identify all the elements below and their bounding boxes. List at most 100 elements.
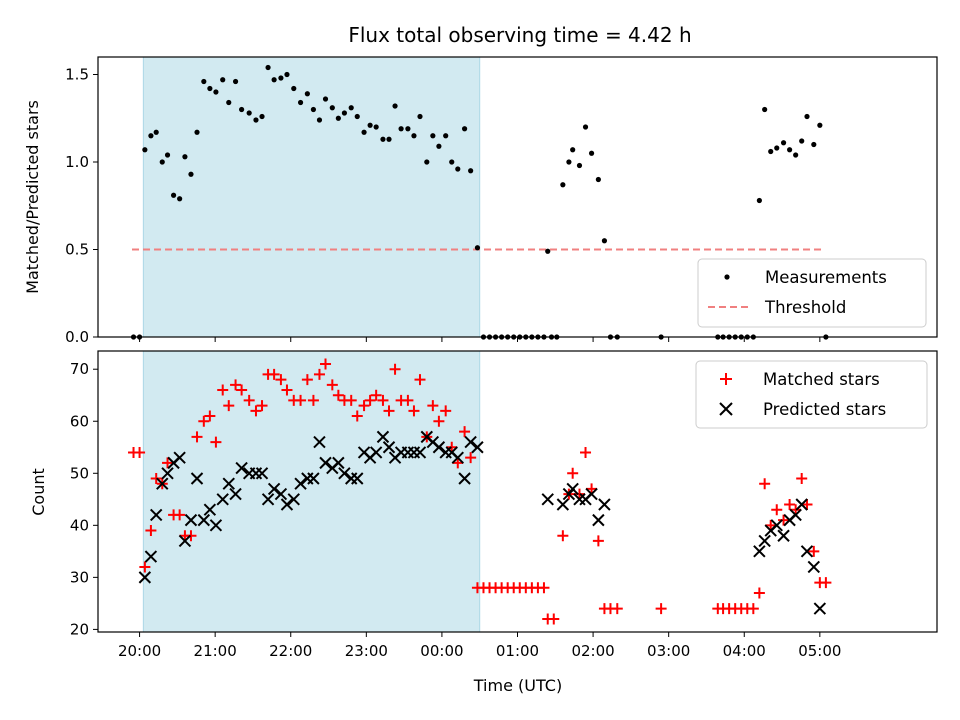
matched-star-point: [301, 374, 313, 386]
matched-star-point: [236, 384, 248, 396]
predicted-star-point: [267, 482, 281, 496]
measurement-point: [588, 150, 595, 156]
matched-star-point: [592, 535, 604, 547]
matched-star-point: [655, 603, 667, 615]
measurement-point: [271, 77, 277, 83]
bottom-x-ticks: 20:00 21:00 22:00 23:00 00:00 01:00 02:00 03:00…: [118, 632, 841, 660]
matched-star-point: [567, 467, 579, 479]
predicted-star-point: [471, 441, 484, 454]
measurement-point: [799, 138, 805, 144]
measurement-point: [601, 238, 608, 244]
predicted-star-point: [229, 487, 242, 501]
measurement-point: [361, 129, 367, 135]
measurement-point: [398, 126, 404, 132]
x-tick-label: 01:00: [496, 642, 539, 660]
measurement-point: [278, 75, 284, 81]
predicted-star-point: [795, 498, 808, 511]
predicted-star-point: [451, 451, 464, 464]
measurement-point: [246, 110, 252, 116]
matched-star-point: [538, 582, 550, 594]
matched-star-point: [611, 603, 623, 615]
top-y-tick-label: 1.5: [65, 66, 89, 84]
measurement-point: [284, 71, 290, 78]
measurement-point: [164, 152, 171, 158]
measurement-point: [560, 182, 566, 188]
matched-star-point: [446, 441, 458, 453]
matched-star-point: [204, 410, 216, 422]
measurement-point: [265, 64, 271, 71]
x-tick-label: 21:00: [194, 642, 237, 660]
matched-star-point: [557, 530, 569, 542]
measurement-point: [142, 147, 148, 153]
measurement-point: [316, 117, 323, 123]
measurement-point: [304, 91, 310, 97]
measurement-point: [449, 159, 455, 165]
matched-star-point: [790, 504, 802, 516]
x-tick-label: 03:00: [647, 642, 690, 660]
legend-measurements-marker: [724, 274, 730, 280]
matched-star-point: [753, 587, 765, 599]
measurement-point: [443, 133, 449, 139]
matched-star-point: [162, 457, 174, 469]
x-tick-label: 20:00: [118, 642, 161, 660]
predicted-star-point: [585, 487, 598, 501]
matched-star-point: [230, 379, 242, 391]
measurement-point: [226, 99, 232, 106]
predicted-star-point: [156, 477, 169, 490]
matched-star-point: [332, 389, 344, 401]
legend-predicted-label: Predicted stars: [763, 400, 886, 419]
measurement-point: [570, 147, 576, 153]
matched-star-point: [351, 410, 363, 422]
matched-star-point: [217, 384, 229, 396]
predicted-star-point: [376, 430, 390, 444]
bottom-legend: Matched stars Predicted stars: [695, 360, 928, 429]
matched-star-point: [383, 405, 395, 417]
predicted-star-point: [813, 602, 827, 615]
measurement-point: [576, 162, 583, 169]
legend-measurements-label: Measurements: [765, 268, 887, 287]
predicted-star-point: [197, 513, 211, 527]
measurement-point: [582, 124, 589, 130]
matched-star-point: [784, 499, 796, 511]
measurement-point: [768, 148, 774, 155]
measurement-point: [595, 176, 601, 183]
matched-star-point: [150, 472, 162, 484]
predicted-star-point: [307, 472, 320, 485]
top-observing-shade: [142, 56, 481, 338]
bottom-y-tick-label: 50: [70, 464, 89, 482]
predicted-star-point: [562, 487, 576, 501]
bottom-panel: 20 30 40 50 60 70 20:00 21:00 22:00 23:00 00:00 01…: [29, 350, 938, 695]
matched-star-point: [801, 499, 813, 511]
matched-star-point: [427, 400, 439, 412]
bottom-y-ticks: 20 30 40 50 60 70: [70, 360, 98, 638]
top-y-tick-label: 1.0: [65, 153, 89, 171]
predicted-star-point: [789, 508, 802, 522]
predicted-star-point: [149, 508, 163, 522]
matched-star-point: [250, 405, 262, 417]
measurement-point: [322, 96, 329, 102]
predicted-stars-points: [138, 430, 827, 615]
x-tick-label: 05:00: [798, 642, 841, 660]
predicted-star-point: [338, 467, 351, 480]
predicted-star-point: [464, 435, 477, 449]
measurement-point: [804, 113, 810, 120]
measurement-point: [201, 78, 207, 85]
measurement-point: [153, 129, 159, 135]
measurement-point: [793, 152, 799, 158]
matched-star-point: [185, 530, 197, 542]
matched-star-point: [198, 415, 210, 427]
measurement-point: [780, 140, 787, 146]
predicted-star-point: [261, 493, 275, 506]
predicted-star-point: [178, 534, 192, 548]
matched-star-point: [452, 457, 464, 469]
measurement-point: [474, 245, 481, 251]
measurement-point: [417, 113, 423, 120]
matched-star-point: [320, 358, 332, 370]
top-x-ticks: [139, 337, 821, 342]
measurement-point: [348, 105, 354, 111]
predicted-star-point: [777, 529, 790, 542]
predicted-star-point: [592, 513, 605, 527]
matched-star-point: [243, 394, 255, 406]
matched-star-point: [256, 400, 268, 412]
top-legend: Measurements Threshold: [697, 258, 927, 328]
